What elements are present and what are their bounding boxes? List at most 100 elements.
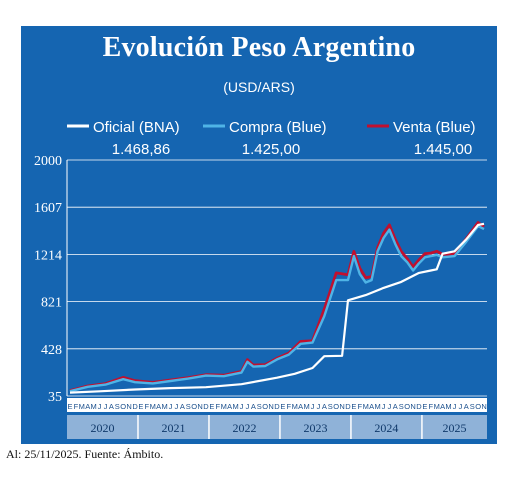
month-tick-label: A <box>322 402 327 411</box>
month-tick-label: E <box>209 402 214 411</box>
month-tick-label: A <box>251 402 256 411</box>
month-tick-label: J <box>382 402 386 411</box>
month-tick-label: O <box>333 402 339 411</box>
month-tick-label: D <box>345 402 351 411</box>
chart-title: Evolución Peso Argentino <box>102 32 416 63</box>
month-tick-label: S <box>257 402 262 411</box>
y-tick-label: 428 <box>41 343 62 358</box>
month-tick-label: M <box>232 402 238 411</box>
month-band <box>67 398 487 412</box>
y-tick-label: 35 <box>48 390 62 405</box>
month-tick-label: O <box>404 402 410 411</box>
month-tick-label: A <box>369 402 374 411</box>
month-tick-label: D <box>274 402 280 411</box>
month-tick-label: S <box>186 402 191 411</box>
month-tick-label: D <box>132 402 138 411</box>
month-tick-label: O <box>262 402 268 411</box>
month-tick-label: J <box>311 402 315 411</box>
year-label: 2024 <box>374 421 398 435</box>
month-tick-label: M <box>161 402 167 411</box>
month-tick-label: S <box>328 402 333 411</box>
chart-subtitle: (USD/ARS) <box>223 79 295 95</box>
month-tick-label: A <box>156 402 161 411</box>
series-line-oficial <box>69 222 485 394</box>
month-tick-label: F <box>358 402 363 411</box>
month-tick-label: J <box>246 402 250 411</box>
month-tick-label: A <box>227 402 232 411</box>
month-tick-label: J <box>104 402 108 411</box>
month-tick-label: O <box>475 402 481 411</box>
year-label: 2020 <box>90 421 114 435</box>
month-tick-label: M <box>150 402 156 411</box>
title-bar: Evolución Peso Argentino <box>21 26 497 70</box>
month-tick-label: J <box>317 402 321 411</box>
month-tick-label: M <box>303 402 309 411</box>
month-tick-label: M <box>221 402 227 411</box>
month-tick-label: E <box>67 402 72 411</box>
year-label: 2025 <box>442 421 466 435</box>
month-tick-label: A <box>109 402 114 411</box>
month-tick-label: M <box>292 402 298 411</box>
month-tick-label: M <box>79 402 85 411</box>
legend-value: 1.425,00 <box>242 141 300 158</box>
month-tick-label: M <box>434 402 440 411</box>
month-tick-label: J <box>453 402 457 411</box>
month-tick-label: F <box>216 402 221 411</box>
month-tick-label: D <box>203 402 209 411</box>
month-tick-label: A <box>393 402 398 411</box>
month-tick-label: J <box>175 402 179 411</box>
year-band <box>67 415 487 439</box>
month-tick-label: E <box>138 402 143 411</box>
month-tick-label: F <box>429 402 434 411</box>
month-tick-label: A <box>180 402 185 411</box>
legend-value: 1.445,00 <box>414 141 472 158</box>
month-tick-label: S <box>115 402 120 411</box>
month-tick-label: O <box>120 402 126 411</box>
month-tick-label: J <box>459 402 463 411</box>
y-tick-label: 1607 <box>34 201 62 216</box>
legend-value: 1.468,86 <box>112 141 170 158</box>
month-tick-label: N <box>481 402 486 411</box>
month-tick-label: M <box>90 402 96 411</box>
series-line-venta <box>69 221 485 392</box>
month-tick-label: E <box>280 402 285 411</box>
legend-label: Oficial (BNA) <box>93 119 180 136</box>
month-tick-label: S <box>399 402 404 411</box>
month-tick-label: N <box>197 402 202 411</box>
y-tick-label: 821 <box>41 296 62 311</box>
y-tick-label: 1214 <box>34 248 62 263</box>
month-tick-label: A <box>464 402 469 411</box>
month-tick-label: N <box>339 402 344 411</box>
chart-frame <box>21 26 497 444</box>
month-tick-label: A <box>440 402 445 411</box>
month-tick-label: F <box>74 402 79 411</box>
month-tick-label: E <box>422 402 427 411</box>
month-tick-label: A <box>298 402 303 411</box>
month-tick-label: S <box>470 402 475 411</box>
legend-label: Venta (Blue) <box>393 119 476 136</box>
month-tick-label: O <box>191 402 197 411</box>
month-tick-label: J <box>169 402 173 411</box>
y-tick-label: 2000 <box>34 154 62 169</box>
month-tick-label: N <box>126 402 131 411</box>
legend-label: Compra (Blue) <box>229 119 327 136</box>
month-tick-label: J <box>240 402 244 411</box>
month-tick-label: D <box>416 402 422 411</box>
year-label: 2022 <box>232 421 256 435</box>
month-tick-label: J <box>98 402 102 411</box>
month-tick-label: J <box>388 402 392 411</box>
month-tick-label: M <box>445 402 451 411</box>
month-tick-label: M <box>363 402 369 411</box>
month-tick-label: E <box>351 402 356 411</box>
month-tick-label: A <box>85 402 90 411</box>
year-label: 2023 <box>303 421 327 435</box>
year-label: 2021 <box>161 421 185 435</box>
series-line-compra <box>69 224 485 393</box>
month-tick-label: F <box>287 402 292 411</box>
month-tick-label: M <box>374 402 380 411</box>
month-tick-label: F <box>145 402 150 411</box>
month-tick-label: N <box>268 402 273 411</box>
footer-note: Al: 25/11/2025. Fuente: Ámbito. <box>6 447 164 461</box>
month-tick-label: N <box>410 402 415 411</box>
